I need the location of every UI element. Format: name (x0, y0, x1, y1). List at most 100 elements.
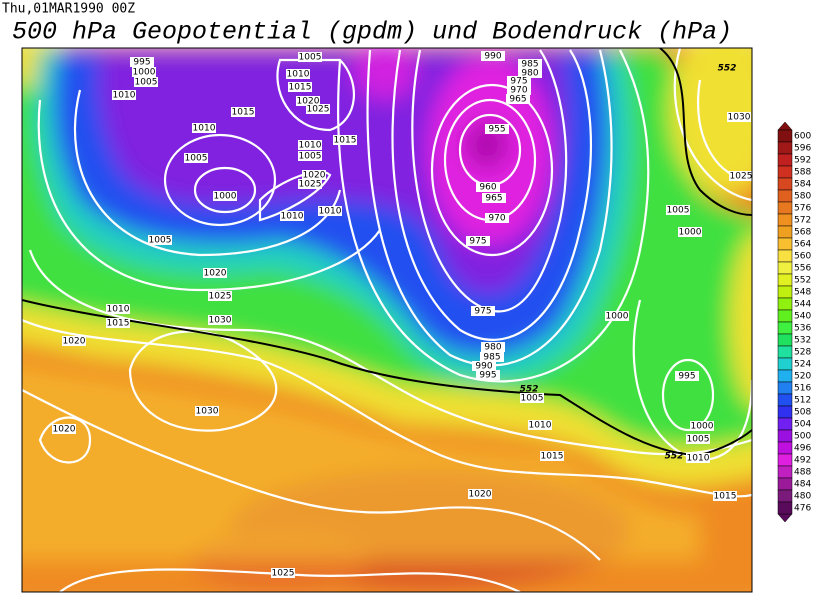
isobar-label: 1020 (303, 171, 326, 181)
label-box (148, 235, 172, 245)
isobar-label: 1030 (728, 113, 751, 123)
label-box (518, 68, 542, 78)
isobar-label: 1005 (185, 154, 208, 164)
label-box (296, 96, 320, 106)
label-box (203, 268, 227, 278)
label-box (471, 306, 495, 316)
label-box (298, 52, 322, 62)
colorbar-swatch (777, 393, 793, 407)
label-box (106, 304, 130, 314)
isobar-label: 1030 (196, 407, 219, 417)
colorbar-label: 556 (794, 264, 811, 274)
isobar-label: 1020 (297, 97, 320, 107)
label-box (507, 76, 531, 86)
label-box (686, 434, 710, 444)
label-box (208, 315, 232, 325)
isobar-label: 1010 (287, 70, 310, 80)
isobar-label: 1010 (319, 207, 342, 217)
isobar-label: 1005 (299, 53, 322, 63)
isobar-label: 1020 (204, 269, 227, 279)
label-box (62, 336, 86, 346)
label-box (231, 107, 255, 117)
isobar-label: 975 (469, 237, 486, 247)
isobar-label: 970 (510, 86, 527, 96)
isobar-label: 975 (474, 307, 491, 317)
isobar-label: 1025 (209, 292, 232, 302)
isobar-label: 1005 (135, 78, 158, 88)
label-box (675, 371, 699, 381)
colorbar-swatch (777, 225, 793, 239)
isobar-label: 1005 (521, 394, 544, 404)
label-box (528, 420, 552, 430)
geopotential-label: 552 (520, 385, 539, 395)
isobar-label: 985 (483, 353, 500, 363)
isobar-label: 1015 (289, 83, 312, 93)
label-box (506, 94, 530, 104)
colorbar-label: 528 (794, 348, 811, 358)
colorbar-swatch (777, 453, 793, 467)
isobar-label: 1015 (714, 492, 737, 502)
colorbar-label: 532 (794, 336, 811, 346)
colorbar-cap (777, 513, 793, 523)
label-box (208, 291, 232, 301)
label-box (518, 59, 542, 69)
label-box (298, 151, 322, 161)
colorbar-label: 540 (794, 312, 811, 322)
colorbar-label: 504 (794, 420, 811, 430)
label-box (480, 352, 504, 362)
label-box (476, 182, 500, 192)
label-box (729, 171, 752, 181)
colorbar-label: 596 (794, 144, 811, 154)
isobar-label: 1020 (63, 337, 86, 347)
geopotential-label: 552 (718, 64, 737, 74)
isobar-label: 995 (678, 372, 695, 382)
colorbar-swatch (777, 261, 793, 275)
label-box (690, 421, 714, 431)
isobar-label: 1015 (107, 319, 130, 329)
colorbar-swatch (777, 321, 793, 335)
label-box (298, 179, 322, 189)
colorbar-swatch (777, 141, 793, 155)
isobar-label: 1005 (687, 435, 710, 445)
colorbar-label: 600 (794, 132, 811, 142)
isobar-label: 1020 (53, 425, 76, 435)
colorbar-swatch (777, 237, 793, 251)
label-box (280, 211, 304, 221)
label-box (130, 57, 154, 67)
colorbar-swatch (777, 381, 793, 395)
isobar-label: 955 (488, 125, 505, 135)
colorbar-label: 480 (794, 492, 811, 502)
colorbar-label: 476 (794, 504, 811, 514)
colorbar-label: 520 (794, 372, 811, 382)
map-area: 995 1000 1005 1010 1005 1010 1015 1020 1025 1015 1… (22, 48, 753, 592)
isobar-label: 1000 (679, 228, 702, 238)
isobar-label: 1000 (606, 312, 629, 322)
colorbar-label: 488 (794, 468, 811, 478)
isobar-label: 980 (521, 69, 538, 79)
label-box (666, 205, 690, 215)
label-box (520, 393, 544, 403)
label-box (727, 112, 751, 122)
isobar-label: 1005 (667, 206, 690, 216)
label-box (306, 104, 330, 114)
colorbar-label: 484 (794, 480, 811, 490)
isobar-label: 1030 (209, 316, 232, 326)
colorbar-label: 508 (794, 408, 811, 418)
colorbar-label: 548 (794, 288, 811, 298)
label-box (213, 191, 237, 201)
colorbar-label: 500 (794, 432, 811, 442)
label-box (271, 568, 295, 578)
colorbar: 600 596 592 588 584 580 576 572 568 564 560 556 552 5… (777, 121, 811, 523)
label-box (466, 236, 490, 246)
isobar-label: 1025 (730, 172, 753, 182)
geopotential-label: 552 (665, 452, 684, 462)
colorbar-cap (777, 121, 793, 131)
colorbar-label: 560 (794, 252, 811, 262)
isobar-label: 1010 (193, 124, 216, 134)
colorbar-swatch (777, 201, 793, 215)
label-box (605, 311, 629, 321)
label-box (52, 424, 76, 434)
colorbar-swatch (777, 405, 793, 419)
label-box (333, 135, 357, 145)
